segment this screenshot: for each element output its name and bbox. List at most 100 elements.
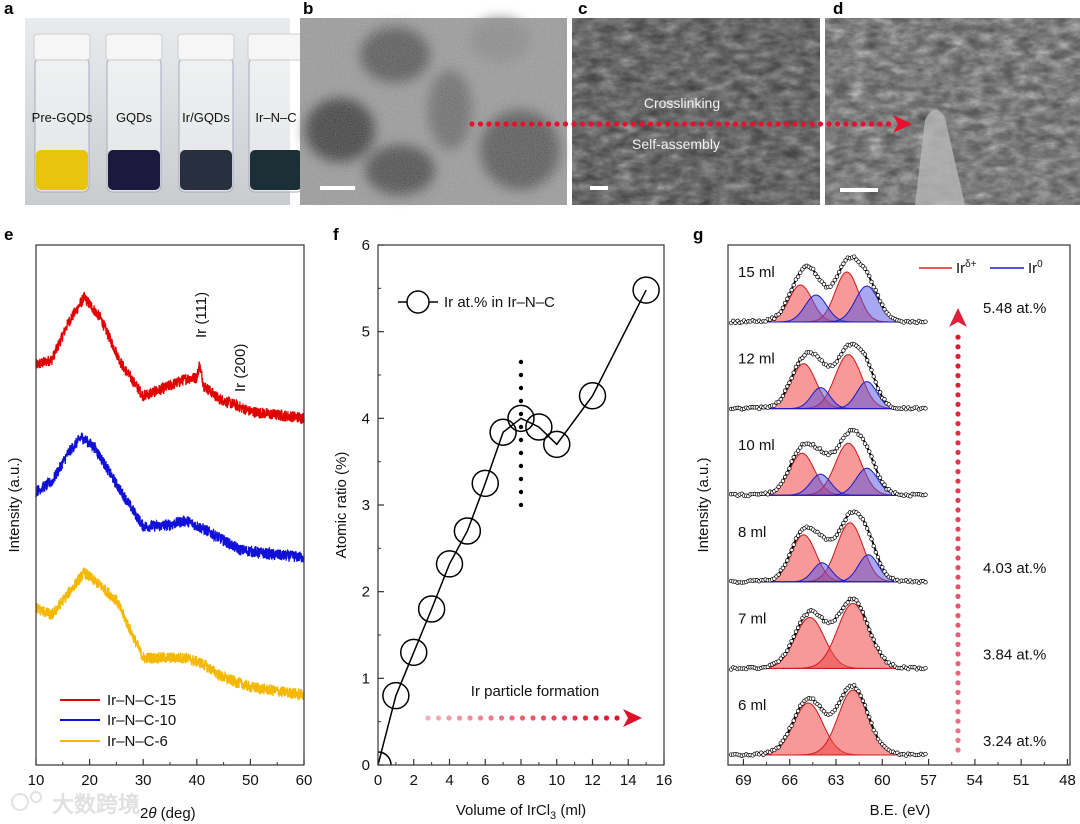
data-point (787, 466, 792, 471)
data-point (882, 482, 887, 487)
spectrum-label: 6 ml (738, 697, 766, 714)
vial-label: Ir/GQDs (182, 110, 230, 125)
data-point (780, 478, 786, 484)
x-tick-label: 60 (296, 772, 313, 789)
arrow-dot (446, 715, 452, 721)
vial-contents (250, 150, 302, 190)
data-point (841, 520, 846, 526)
arrow-dot (955, 680, 961, 686)
arrow-dot (955, 421, 961, 427)
xrd-curve (35, 291, 305, 425)
arrow-dot (511, 121, 518, 127)
legend-label: Ir–N–C-15 (107, 692, 176, 709)
data-point (882, 655, 887, 661)
data-point (795, 533, 801, 538)
legend: Ir–N–C-15 Ir–N–C-10 Ir–N–C-6 (60, 692, 176, 750)
arrow-dot (955, 440, 961, 446)
data-point (873, 730, 878, 736)
arrow-dot (783, 121, 790, 127)
arrow-dot (955, 689, 961, 696)
data-point (839, 696, 844, 701)
data-point (865, 710, 870, 715)
data-point (830, 281, 835, 286)
arrow-dot (596, 121, 603, 127)
particle-formation-arrow (425, 709, 642, 727)
arrow-dot (509, 715, 515, 721)
spectrum-label: 8 ml (738, 524, 766, 541)
annotation-ir-200: Ir (200) (232, 344, 249, 392)
y-tick-label: 4 (362, 410, 370, 427)
arrow-dot (955, 661, 961, 667)
threshold-dot (518, 489, 524, 495)
arrow-dot (749, 121, 756, 127)
arrow-dot (614, 715, 620, 721)
data-point (791, 634, 796, 639)
arrow-dot (955, 497, 961, 503)
arrow-dot (955, 718, 961, 724)
data-point (789, 547, 794, 553)
data-point (923, 751, 928, 757)
data-point (782, 735, 788, 740)
data-point (854, 598, 859, 603)
data-point (400, 638, 428, 667)
x-axis-title-part: 3 (550, 810, 556, 822)
x-tick-label: 4 (445, 772, 453, 789)
atomic-percent-label: 4.03 at.% (983, 560, 1046, 577)
data-point (841, 435, 846, 441)
data-point (877, 298, 883, 304)
arrow-dot (469, 121, 475, 127)
data-point (791, 718, 796, 723)
threshold-dot (518, 411, 524, 417)
panel-label-b: b (303, 0, 313, 18)
vial: Ir/GQDs (177, 33, 235, 193)
data-point (780, 393, 786, 399)
arrow-dot (955, 603, 961, 609)
x-tick-label: 20 (81, 772, 98, 789)
data-point (841, 692, 846, 698)
watermark-text: 大数跨境 (52, 792, 140, 817)
arrow-dot (955, 584, 961, 590)
legend-label-ir-delta: Irδ+ (956, 259, 977, 277)
data-point (789, 287, 794, 293)
panel-d-sem-image (825, 18, 1080, 205)
arrow-dot (630, 121, 637, 127)
spectrum-label: 12 ml (738, 351, 775, 368)
arrow-dot (498, 715, 505, 721)
data-point (867, 531, 872, 537)
data-point (865, 526, 870, 531)
arrow-dot (955, 728, 961, 734)
data-point (860, 610, 866, 615)
vial-cap (177, 33, 235, 61)
data-point (839, 525, 844, 530)
data-point (780, 305, 786, 310)
arrow-dot (551, 715, 557, 721)
data-point (869, 536, 874, 542)
data-point (871, 727, 876, 733)
data-point (832, 277, 837, 283)
data-point (489, 418, 517, 446)
data-point (791, 455, 796, 460)
arrow-dot (955, 526, 961, 532)
data-point (862, 441, 868, 446)
data-point (877, 475, 883, 480)
data-point (875, 645, 881, 651)
data-point (839, 609, 844, 614)
arrow-dot (955, 363, 961, 369)
legend-label: Ir at.% in Ir–N–C (444, 294, 555, 311)
arrow-dot (503, 121, 509, 127)
panel-label-d: d (833, 0, 843, 18)
y-axis-title: Intensity (a.u.) (6, 457, 23, 552)
arrow-dot (613, 121, 620, 127)
arrow-dot (955, 709, 961, 715)
arrow-dot (537, 121, 543, 127)
data-point (871, 460, 876, 465)
legend-label: Ir–N–C-10 (107, 712, 176, 729)
threshold-dot (518, 359, 524, 365)
panel-label-f: f (333, 225, 339, 244)
data-point (875, 554, 881, 560)
arrow-dot (486, 121, 492, 127)
arrow-dot (741, 121, 747, 127)
x-tick-label: 16 (656, 772, 673, 789)
threshold-dot (518, 476, 524, 482)
data-point (836, 443, 842, 448)
